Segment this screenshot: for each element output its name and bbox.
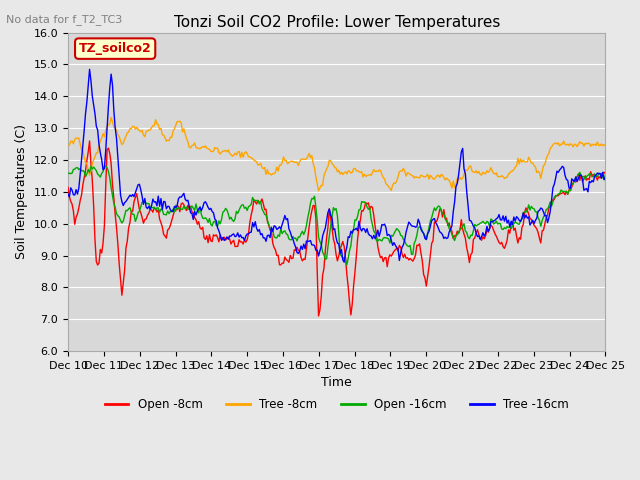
Legend: Open -8cm, Tree -8cm, Open -16cm, Tree -16cm: Open -8cm, Tree -8cm, Open -16cm, Tree -… (100, 393, 573, 415)
Text: No data for f_T2_TC3: No data for f_T2_TC3 (6, 14, 123, 25)
Y-axis label: Soil Temperatures (C): Soil Temperatures (C) (15, 124, 28, 259)
Text: TZ_soilco2: TZ_soilco2 (79, 42, 152, 55)
X-axis label: Time: Time (321, 376, 352, 389)
Title: Tonzi Soil CO2 Profile: Lower Temperatures: Tonzi Soil CO2 Profile: Lower Temperatur… (173, 15, 500, 30)
